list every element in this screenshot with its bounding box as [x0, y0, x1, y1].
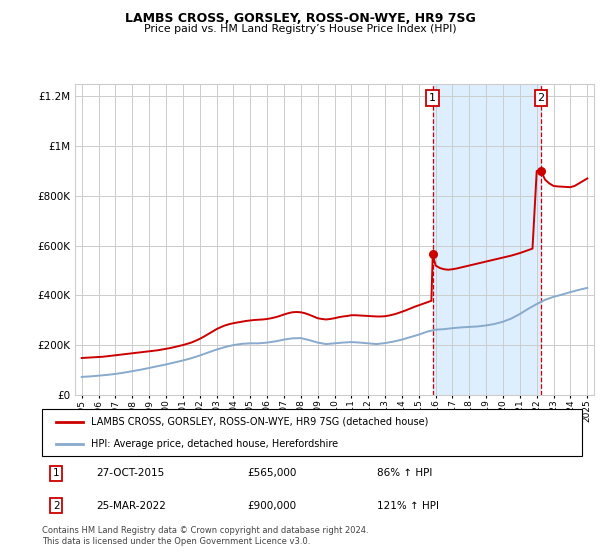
- Text: Price paid vs. HM Land Registry’s House Price Index (HPI): Price paid vs. HM Land Registry’s House …: [143, 24, 457, 34]
- Text: £900,000: £900,000: [247, 501, 296, 511]
- Text: £565,000: £565,000: [247, 468, 296, 478]
- Text: 121% ↑ HPI: 121% ↑ HPI: [377, 501, 439, 511]
- Text: 2: 2: [538, 93, 544, 103]
- Text: 25-MAR-2022: 25-MAR-2022: [96, 501, 166, 511]
- Bar: [433, 84, 541, 395]
- Text: 86% ↑ HPI: 86% ↑ HPI: [377, 468, 432, 478]
- Text: 2: 2: [53, 501, 59, 511]
- Text: LAMBS CROSS, GORSLEY, ROSS-ON-WYE, HR9 7SG: LAMBS CROSS, GORSLEY, ROSS-ON-WYE, HR9 7…: [125, 12, 475, 25]
- Text: 1: 1: [429, 93, 436, 103]
- Text: 1: 1: [53, 468, 59, 478]
- Text: 27-OCT-2015: 27-OCT-2015: [96, 468, 164, 478]
- Text: HPI: Average price, detached house, Herefordshire: HPI: Average price, detached house, Here…: [91, 438, 338, 449]
- Text: Contains HM Land Registry data © Crown copyright and database right 2024.
This d: Contains HM Land Registry data © Crown c…: [42, 526, 368, 546]
- Text: LAMBS CROSS, GORSLEY, ROSS-ON-WYE, HR9 7SG (detached house): LAMBS CROSS, GORSLEY, ROSS-ON-WYE, HR9 7…: [91, 417, 428, 427]
